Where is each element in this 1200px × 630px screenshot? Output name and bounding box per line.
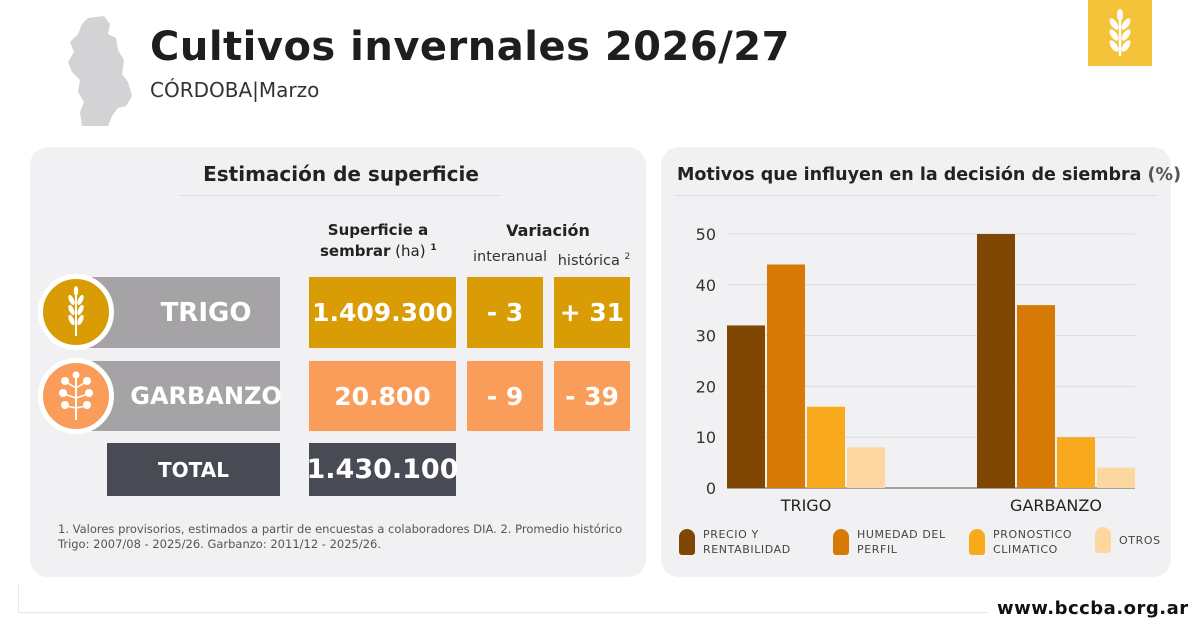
bar-chart: 0 10 20 30 40 50 TRIGO GARBANZO — [696, 225, 1135, 515]
col-head-superficie: Superficie a sembrar (ha) 1 — [320, 221, 437, 260]
bar-trigo-2 — [807, 406, 845, 488]
bar-trigo-3 — [847, 447, 885, 488]
logo — [1088, 0, 1152, 66]
y-tick-label: 50 — [696, 225, 716, 244]
wheat-logo-icon — [1109, 9, 1131, 56]
legend-label: HUMEDAD DEL PERFIL — [857, 528, 946, 556]
website-url: www.bccba.org.ar — [997, 598, 1189, 619]
chickpea-plant-icon — [59, 371, 93, 420]
x-category-label: TRIGO — [780, 496, 832, 515]
bar-trigo-0 — [727, 325, 765, 488]
legend-swatch — [1095, 527, 1111, 553]
trigo-circle — [38, 274, 114, 350]
y-tick-label: 30 — [696, 327, 716, 346]
garbanzo-circle — [38, 358, 114, 434]
bar-garbanzo-2 — [1057, 437, 1095, 488]
trigo-interanual: - 3 — [467, 277, 543, 348]
page-title: Cultivos invernales 2026/27 — [150, 24, 790, 70]
trigo-superficie: 1.409.300 — [309, 277, 456, 348]
legend-label: OTROS — [1119, 533, 1161, 547]
legend-item: HUMEDAD DEL PERFIL — [833, 527, 947, 557]
y-tick-label: 40 — [696, 276, 716, 295]
legend-swatch — [833, 529, 849, 555]
row-label-trigo: TRIGO — [86, 277, 280, 348]
cordoba-map-icon — [68, 16, 132, 126]
legend-item: PRONOSTICO CLIMATICO — [969, 527, 1083, 557]
chart-title-divider — [675, 195, 1157, 196]
y-tick-label: 10 — [696, 428, 716, 447]
bar-trigo-1 — [767, 264, 805, 488]
garbanzo-superficie: 20.800 — [309, 361, 456, 431]
x-category-label: GARBANZO — [1010, 496, 1102, 515]
legend-label: PRONOSTICO CLIMATICO — [993, 528, 1073, 556]
total-value: 1.430.100 — [306, 443, 459, 496]
trigo-historica: + 31 — [554, 277, 630, 348]
row-label-garbanzo: GARBANZO — [86, 361, 282, 431]
garbanzo-historica: - 39 — [554, 361, 630, 431]
footer-divider-vertical — [18, 585, 19, 613]
y-tick-label: 20 — [696, 377, 716, 396]
legend-swatch — [679, 529, 695, 555]
page-subtitle: CÓRDOBA|Marzo — [150, 78, 320, 102]
col-head-variacion: Variación — [506, 221, 590, 240]
bar-garbanzo-3 — [1097, 467, 1135, 488]
estimacion-panel: Estimación de superficie Superficie a se… — [30, 147, 646, 577]
legend-item: PRECIO Y RENTABILIDAD — [679, 527, 793, 557]
chart-legend: PRECIO Y RENTABILIDAD HUMEDAD DEL PERFIL P… — [661, 527, 1171, 567]
col-head-interanual: interanual — [473, 249, 547, 265]
legend-item: OTROS — [1095, 527, 1169, 553]
chart-title: Motivos que influyen en la decisión de s… — [677, 165, 1182, 185]
bar-garbanzo-0 — [977, 234, 1015, 488]
legend-label: PRECIO Y RENTABILIDAD — [703, 528, 791, 556]
wheat-icon — [68, 286, 84, 336]
legend-swatch — [969, 529, 985, 555]
y-tick-label: 0 — [706, 479, 716, 498]
footnote: 1. Valores provisorios, estimados a part… — [58, 522, 623, 551]
motivos-chart-panel: Motivos que influyen en la decisión de s… — [661, 147, 1181, 577]
total-label: TOTAL — [107, 443, 280, 496]
garbanzo-interanual: - 9 — [467, 361, 543, 431]
title-divider — [180, 195, 500, 196]
estimacion-title: Estimación de superficie — [203, 162, 479, 186]
col-head-historica: histórica 2 — [557, 252, 631, 269]
bar-garbanzo-1 — [1017, 305, 1055, 488]
footer-divider — [18, 612, 988, 613]
